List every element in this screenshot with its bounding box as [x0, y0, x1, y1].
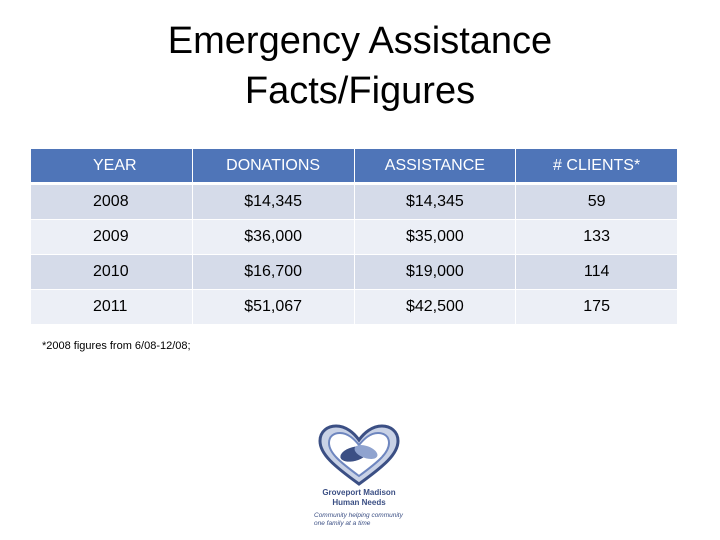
cell-year: 2011 [30, 289, 193, 325]
header-clients: # CLIENTS* [515, 148, 678, 185]
table-row: 2010 $16,700 $19,000 114 [30, 254, 678, 290]
header-donations: DONATIONS [191, 148, 355, 185]
title-line-2: Facts/Figures [244, 70, 476, 112]
heart-hands-icon [318, 424, 400, 486]
cell-assistance: $42,500 [353, 289, 517, 325]
table-row: 2009 $36,000 $35,000 133 [30, 219, 678, 255]
footnote: *2008 figures from 6/08-12/08; [42, 340, 191, 352]
cell-clients: 133 [515, 219, 678, 255]
header-year: YEAR [30, 148, 193, 185]
facts-table: YEAR DONATIONS ASSISTANCE # CLIENTS* 200… [30, 148, 678, 325]
logo-tagline-line-1: Community helping community [314, 512, 403, 519]
cell-assistance: $35,000 [353, 219, 517, 255]
cell-donations: $36,000 [191, 219, 355, 255]
cell-assistance: $19,000 [353, 254, 517, 290]
logo-org-name: Groveport Madison Human Needs [292, 488, 426, 508]
logo-org-line-1: Groveport Madison [322, 488, 396, 497]
table-row: 2008 $14,345 $14,345 59 [30, 183, 678, 220]
logo-tagline: Community helping community one family a… [314, 512, 424, 528]
logo-org-line-2: Human Needs [332, 498, 386, 507]
logo-tagline-line-2: one family at a time [314, 520, 371, 527]
slide-title: Emergency Assistance Facts/Figures [0, 16, 720, 116]
cell-year: 2010 [30, 254, 193, 290]
cell-clients: 114 [515, 254, 678, 290]
cell-clients: 175 [515, 289, 678, 325]
header-assistance: ASSISTANCE [353, 148, 517, 185]
title-line-1: Emergency Assistance [167, 20, 553, 62]
cell-year: 2009 [30, 219, 193, 255]
organization-logo: Groveport Madison Human Needs Community … [292, 424, 426, 534]
cell-clients: 59 [515, 183, 678, 220]
cell-donations: $16,700 [191, 254, 355, 290]
cell-donations: $51,067 [191, 289, 355, 325]
cell-donations: $14,345 [191, 183, 355, 220]
table-row: 2011 $51,067 $42,500 175 [30, 289, 678, 325]
cell-assistance: $14,345 [353, 183, 517, 220]
header-row: YEAR DONATIONS ASSISTANCE # CLIENTS* [30, 148, 678, 185]
cell-year: 2008 [30, 183, 193, 220]
